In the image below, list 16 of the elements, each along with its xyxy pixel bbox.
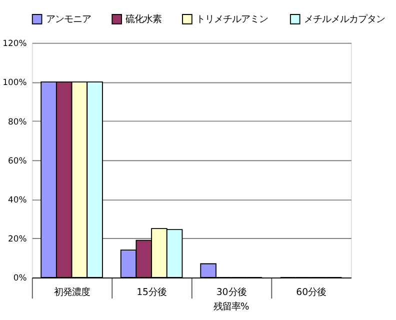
y-tick-label: 120% [2,38,27,48]
y-tick-label: 100% [2,77,27,88]
x-tick-label: 初発濃度 [54,286,90,298]
legend-label: 硫化水素 [126,14,162,25]
x-tick-label: 60分後 [296,286,326,298]
y-tick-label: 20% [8,234,27,244]
legend-label: メチルメルカプタン [304,14,386,25]
legend-label: アンモニア [46,14,91,25]
y-tick-label: 0% [13,272,27,283]
legend-label: トリメチルアミン [196,14,268,25]
y-tick-label: 60% [8,155,27,166]
x-tick-label: 15分後 [136,286,167,298]
text: 残留率% [213,301,250,312]
x-tick-label: 30分後 [216,286,246,298]
y-tick-label: 80% [8,116,27,126]
y-tick-label: 40% [8,194,27,205]
